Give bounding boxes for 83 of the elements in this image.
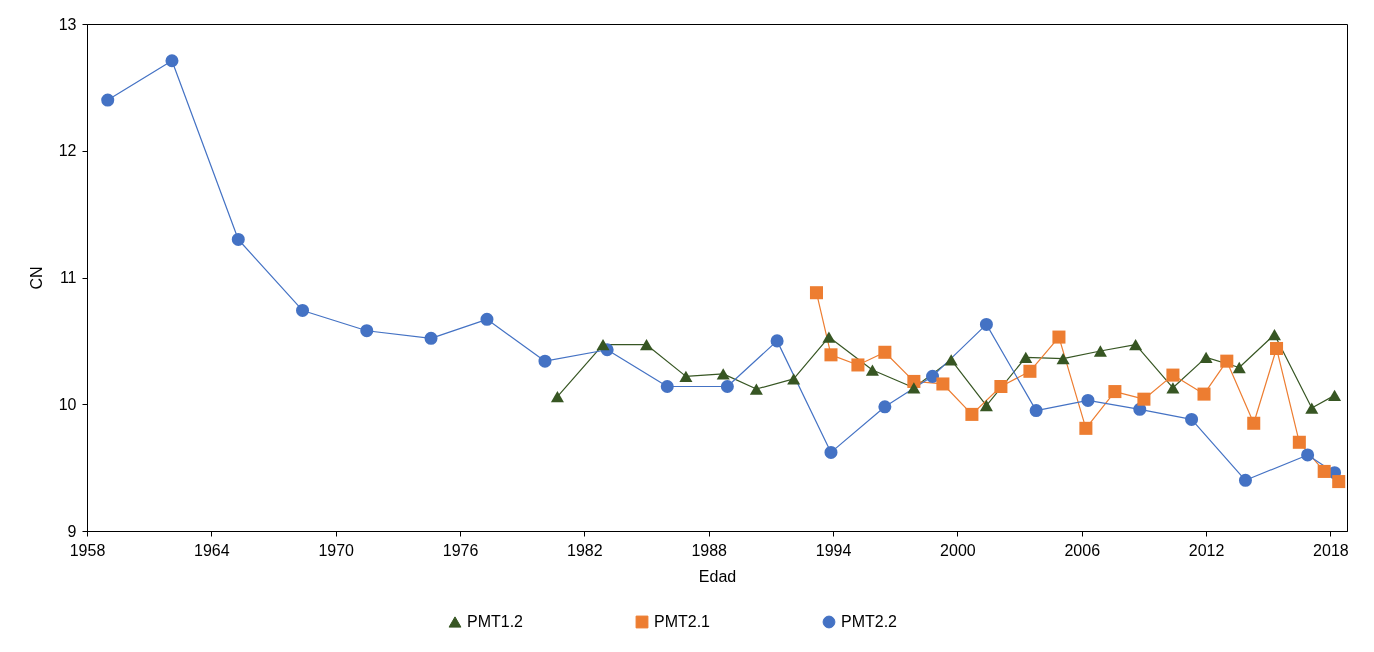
x-axis-title: Edad [698,567,737,585]
point [1317,464,1331,478]
legend-label: PMT2.1 [654,613,711,630]
x-tick-label: 1988 [691,541,728,559]
point [1292,435,1306,449]
point [979,399,993,412]
point [936,377,950,391]
point [550,391,564,403]
x-tick-label: 1982 [567,541,603,559]
point [878,345,892,359]
point [1052,330,1066,344]
point [360,324,374,338]
point [660,380,674,394]
point [979,317,993,331]
point [1056,352,1070,365]
point [994,379,1008,394]
point [716,368,730,380]
x-tick-label: 2000 [940,541,976,559]
point [424,331,438,345]
x-tick-label: 2012 [1188,541,1225,559]
y-tick-label: 11 [59,269,77,286]
x-tick-label: 1970 [318,541,355,559]
point [1197,387,1211,401]
point [1301,448,1315,462]
point [878,400,892,414]
point [809,286,823,300]
point [944,354,958,366]
point [1029,404,1043,418]
x-tick-label: 2018 [1313,541,1349,559]
point [965,407,979,421]
point [165,54,179,68]
point [1081,393,1095,407]
point [822,331,836,343]
point [1019,351,1033,363]
point [679,370,693,383]
legend-label: PMT2.2 [841,613,898,630]
point [1332,475,1346,489]
point [720,380,734,394]
y-tick-label: 13 [58,15,77,33]
point [824,348,838,362]
x-tick-label: 1994 [815,541,852,559]
point [926,369,940,383]
point [1093,345,1107,357]
point [851,358,865,372]
point [101,93,115,107]
point [770,334,784,348]
point [1247,416,1261,430]
point [749,383,763,395]
point [1328,389,1342,402]
point [1137,392,1151,406]
point [787,373,801,385]
point [1166,382,1180,394]
point [1232,361,1246,374]
point [596,339,610,351]
x-tick-label: 1958 [69,541,106,559]
point [231,232,245,246]
point [907,382,921,394]
point [1238,473,1252,487]
point [1108,385,1122,399]
point [1270,341,1284,355]
point [296,303,310,317]
y-tick-label: 9 [67,522,77,540]
y-tick-label: 12 [58,142,77,160]
point [1199,351,1213,363]
point [1267,328,1281,341]
point [865,364,879,376]
point [640,339,654,351]
point [1185,412,1199,426]
point [538,354,552,368]
point [1129,339,1143,351]
y-tick-label: 10 [58,395,77,413]
point [1305,402,1319,414]
x-tick-label: 1976 [442,541,479,559]
x-tick-label: 1964 [194,541,230,559]
point [824,445,838,459]
point [1023,364,1037,378]
legend-label: PMT1.2 [467,613,524,630]
point [480,312,494,326]
x-tick-label: 2006 [1064,541,1101,559]
y-axis-title: CN [27,266,45,290]
point [1166,368,1180,382]
point [1079,421,1093,435]
point [1220,354,1234,368]
